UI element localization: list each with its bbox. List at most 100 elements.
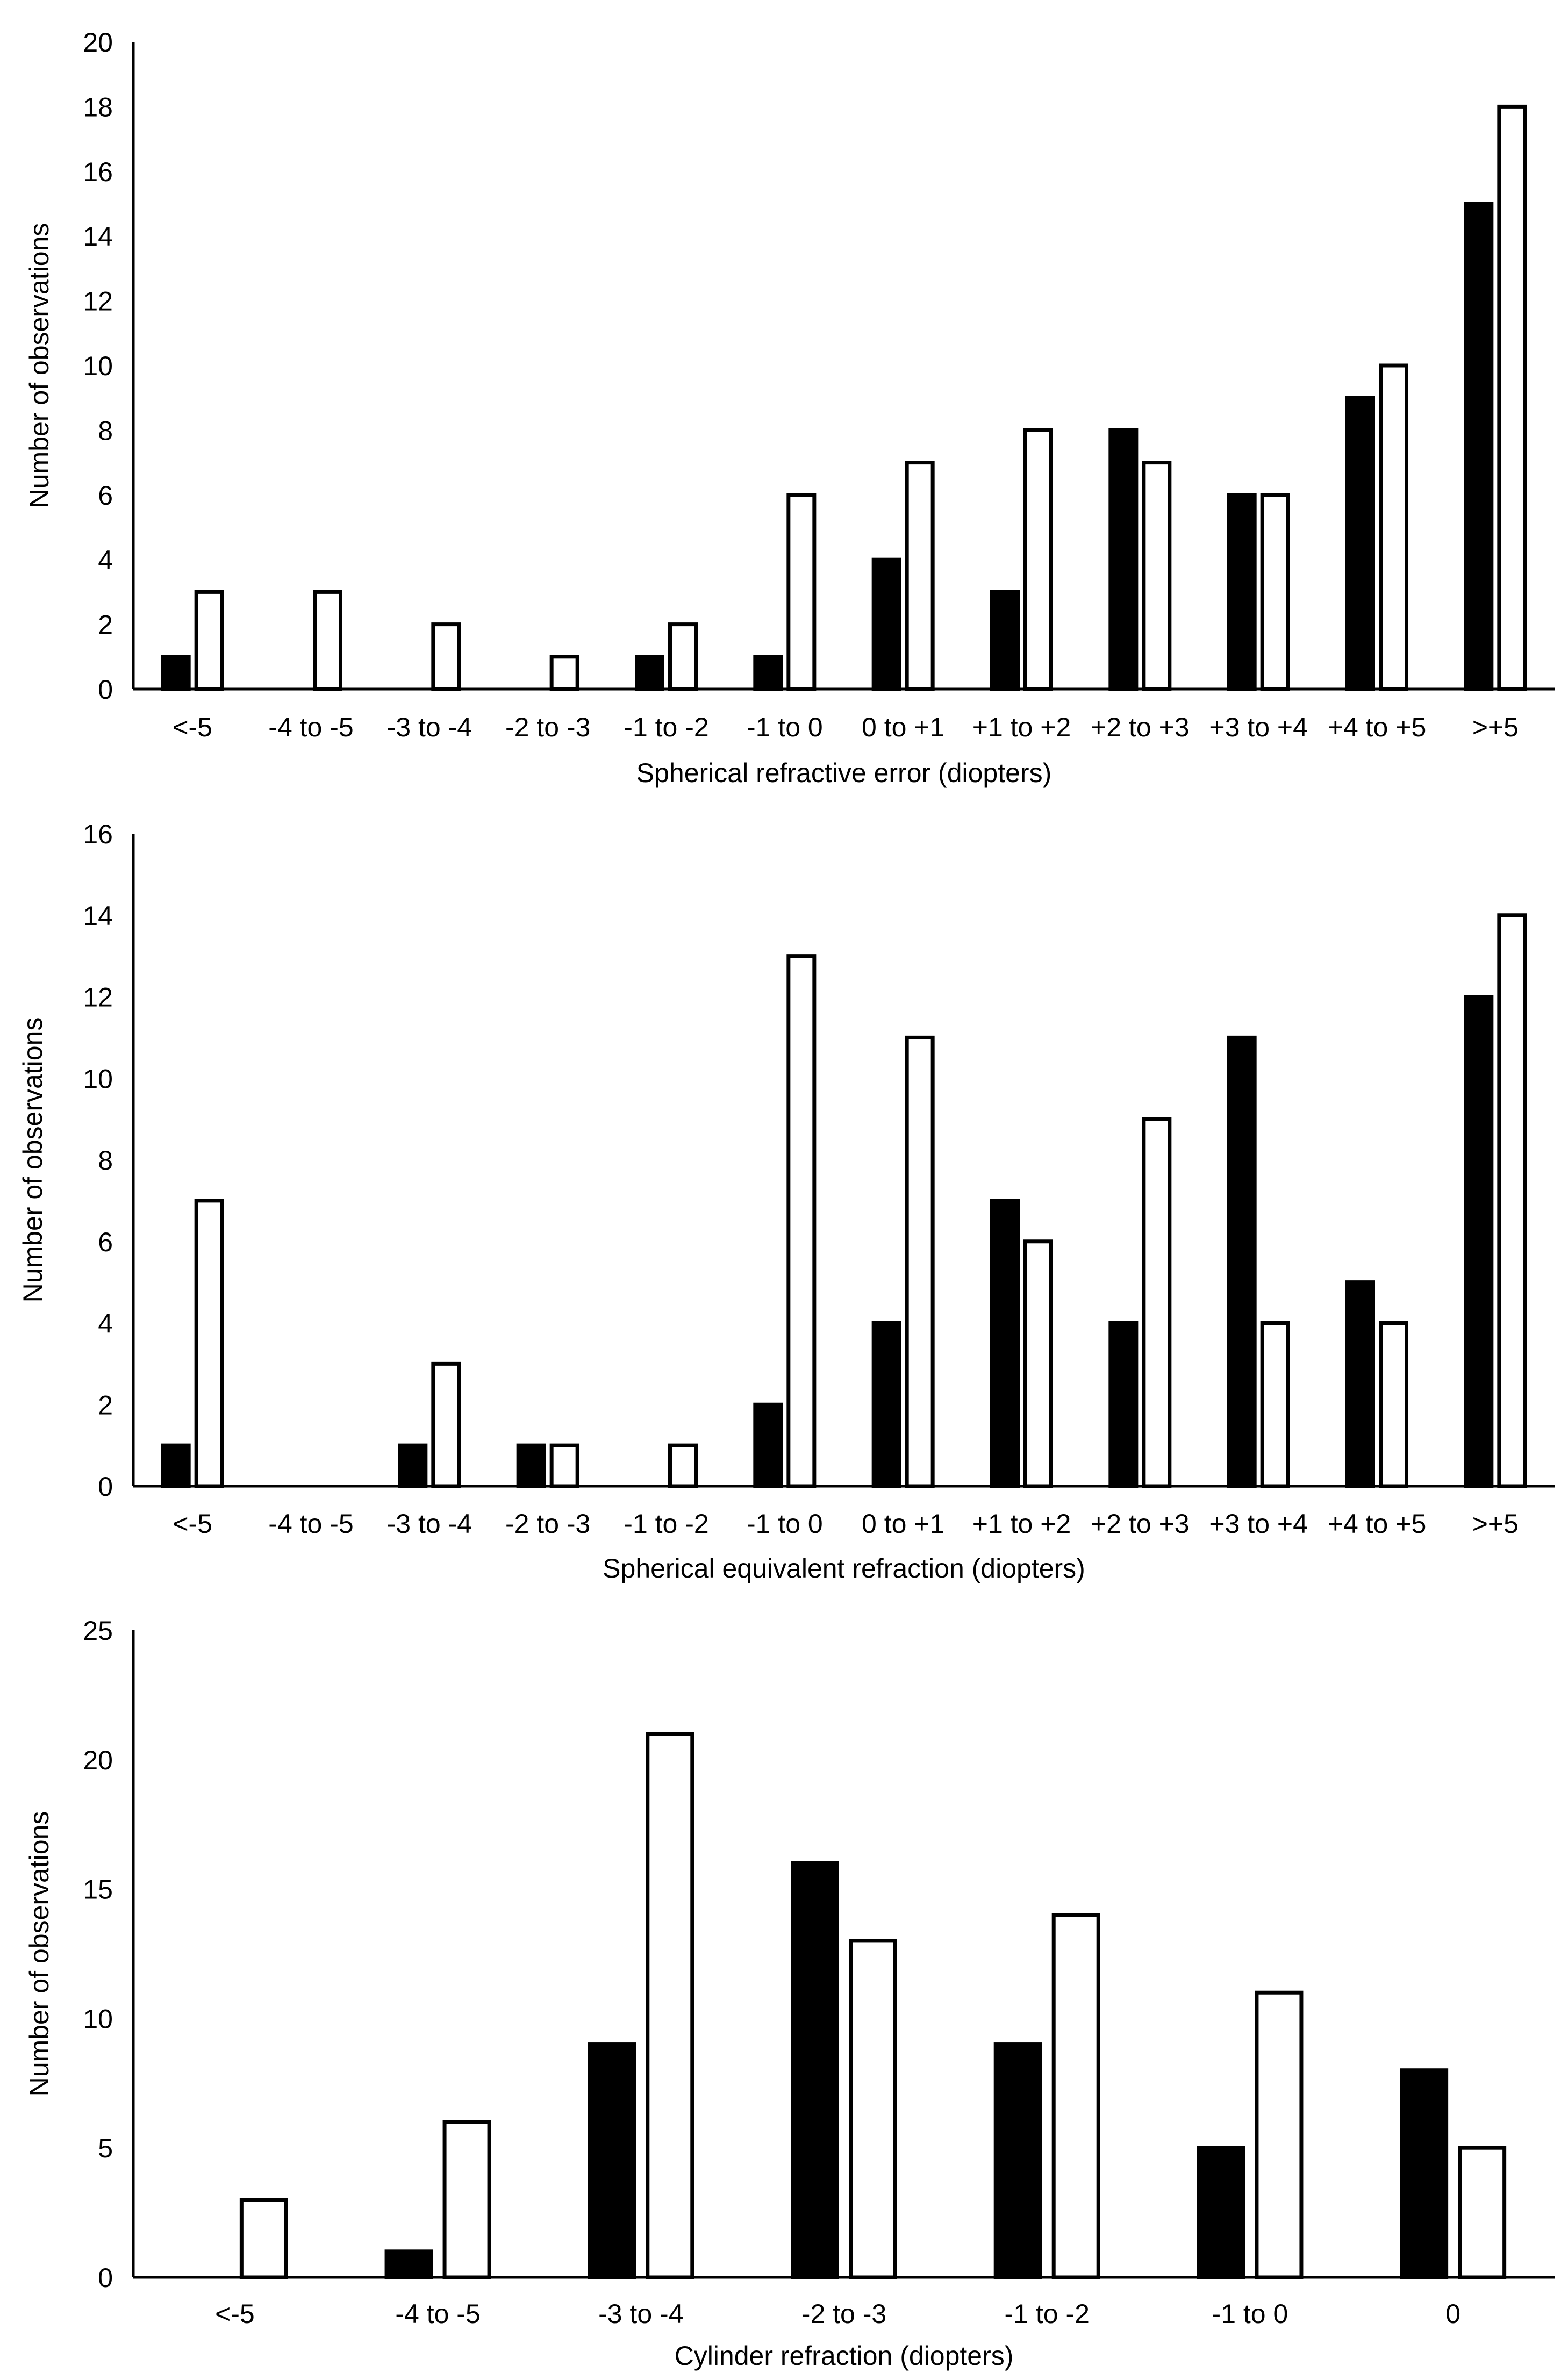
- bar-white: [1260, 493, 1290, 691]
- bar-black: [161, 655, 191, 691]
- x-category-label: <-5: [173, 1509, 212, 1539]
- x-category-label: +2 to +3: [1091, 712, 1190, 742]
- y-tick-label: 2: [98, 1390, 113, 1420]
- y-tick-label: 18: [83, 92, 113, 122]
- x-category-label: -1 to 0: [747, 1509, 823, 1539]
- bar-white: [786, 493, 817, 691]
- x-category-label: -3 to -4: [387, 712, 472, 742]
- x-category-label: -3 to -4: [598, 2299, 683, 2329]
- bar-black: [993, 2042, 1042, 2279]
- chart-panel-3: 0 5 10 15 20 25 <-5 -4 to -5 -3 to -4 -2 to -3 -1 …: [24, 1616, 1555, 2371]
- bar-white: [194, 590, 224, 691]
- y-tick-label: 8: [98, 415, 113, 446]
- bar-white: [1023, 1239, 1053, 1488]
- bar-white: [1023, 428, 1053, 691]
- bar-black: [1464, 202, 1494, 691]
- y-tick-label: 14: [83, 901, 113, 931]
- x-category-label: -2 to -3: [505, 712, 590, 742]
- bar-black: [1197, 2146, 1245, 2279]
- bar-white: [1051, 1913, 1100, 2279]
- bar-white: [668, 1443, 698, 1488]
- x-category-label: -4 to -5: [268, 712, 353, 742]
- y-tick-label: 4: [98, 1309, 113, 1339]
- bar-white: [313, 590, 342, 691]
- y-tick-label: 0: [98, 1472, 113, 1502]
- x-category-label: +3 to +4: [1209, 1509, 1308, 1539]
- x-category-label: -4 to -5: [268, 1509, 353, 1539]
- bar-white: [1379, 363, 1408, 691]
- bar-white: [1142, 1117, 1172, 1488]
- bar-white: [549, 1443, 579, 1488]
- y-tick-label: 20: [83, 27, 113, 58]
- chart-panel-2: 0 2 4 6 8 10 12 14 16 <-5 -4 to -5 -3 to -4 -2 to -3…: [18, 819, 1555, 1583]
- x-axis-title: Spherical refractive error (diopters): [636, 758, 1052, 788]
- y-tick-label: 12: [83, 286, 113, 317]
- bar-white: [1497, 913, 1527, 1488]
- x-category-label: +1 to +2: [972, 712, 1071, 742]
- bar-white: [442, 2120, 491, 2279]
- bar-black: [516, 1443, 546, 1488]
- y-axis-title: Number of observations: [24, 223, 54, 508]
- bar-white: [786, 954, 817, 1488]
- x-category-label: >+5: [1472, 1509, 1519, 1539]
- x-category-label: 0 to +1: [862, 712, 944, 742]
- bar-black: [635, 655, 664, 691]
- bar-black: [161, 1443, 191, 1488]
- bar-black: [791, 1861, 839, 2279]
- x-category-label: +2 to +3: [1091, 1509, 1190, 1539]
- bar-black: [990, 590, 1020, 691]
- bar-black: [1108, 428, 1139, 691]
- bar-white: [668, 622, 698, 691]
- y-tick-label: 15: [83, 1875, 113, 1905]
- x-category-label: +4 to +5: [1328, 712, 1427, 742]
- x-category-label: <-5: [215, 2299, 255, 2329]
- bar-white: [1142, 461, 1172, 691]
- bar-black: [753, 655, 783, 691]
- bar-black: [588, 2042, 636, 2279]
- x-axis-title: Cylinder refraction (diopters): [675, 2341, 1014, 2371]
- x-category-label: +1 to +2: [972, 1509, 1071, 1539]
- y-tick-label: 8: [98, 1145, 113, 1175]
- bar-black: [398, 1443, 428, 1488]
- y-tick-label: 10: [83, 351, 113, 381]
- bar-white: [849, 1939, 897, 2279]
- x-category-label: -3 to -4: [387, 1509, 472, 1539]
- bar-white: [431, 622, 461, 691]
- bar-black: [1345, 1280, 1375, 1488]
- y-tick-label: 10: [83, 1064, 113, 1094]
- x-category-label: -1 to 0: [747, 712, 823, 742]
- bar-white: [239, 2198, 288, 2279]
- x-category-label: 0: [1445, 2299, 1460, 2329]
- x-category-label: -2 to -3: [801, 2299, 886, 2329]
- bar-white: [549, 655, 579, 691]
- x-category-label: 0 to +1: [862, 1509, 944, 1539]
- bar-white: [905, 1035, 935, 1488]
- y-axis-title: Number of observations: [24, 1811, 54, 2097]
- y-axis-title: Number of observations: [18, 1017, 48, 1303]
- bar-white: [1255, 1990, 1304, 2279]
- y-tick-label: 6: [98, 481, 113, 511]
- y-tick-label: 14: [83, 221, 113, 252]
- x-category-label: -1 to -2: [1005, 2299, 1090, 2329]
- bar-white: [431, 1361, 461, 1488]
- bar-black: [871, 1321, 901, 1488]
- x-axis-title: Spherical equivalent refraction (diopter…: [603, 1553, 1085, 1583]
- y-tick-label: 0: [98, 675, 113, 705]
- bar-black: [1227, 493, 1257, 691]
- bar-white: [1379, 1321, 1408, 1488]
- y-tick-label: 16: [83, 157, 113, 187]
- bar-white: [1260, 1321, 1290, 1488]
- bar-black: [1400, 2068, 1449, 2279]
- bar-white: [905, 461, 935, 691]
- x-category-label: -2 to -3: [505, 1509, 590, 1539]
- y-tick-label: 6: [98, 1227, 113, 1257]
- bar-black: [1464, 995, 1494, 1488]
- y-tick-label: 12: [83, 983, 113, 1013]
- x-category-label: -1 to -2: [624, 712, 708, 742]
- bar-black: [990, 1199, 1020, 1488]
- x-category-label: -1 to 0: [1212, 2299, 1288, 2329]
- x-category-label: +3 to +4: [1209, 712, 1308, 742]
- y-tick-label: 4: [98, 545, 113, 575]
- bar-black: [1227, 1035, 1257, 1488]
